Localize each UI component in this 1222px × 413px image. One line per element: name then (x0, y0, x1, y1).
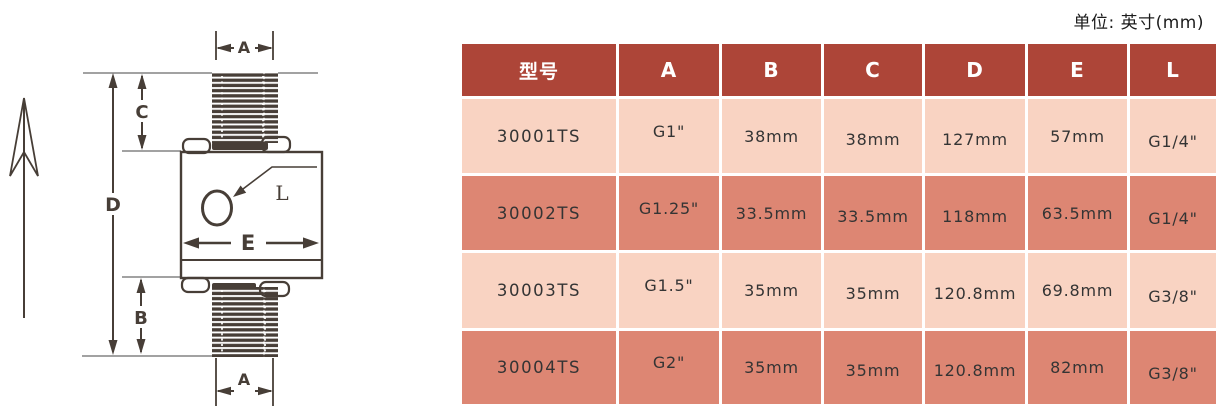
dim-label-c: C (135, 102, 148, 123)
header-c: C (824, 44, 922, 96)
dimension-c: C (131, 74, 153, 150)
table-cell: G1/4" (1130, 99, 1216, 173)
bottom-left-lug (180, 276, 211, 294)
header-l: L (1130, 44, 1216, 96)
dim-label-b: B (134, 308, 148, 329)
table-cell: G1.25" (619, 176, 719, 250)
table-cell: G2" (619, 331, 719, 404)
table-cell: 82mm (1028, 331, 1127, 404)
dimension-a-bottom: A (215, 358, 274, 406)
table-cell: 63.5mm (1028, 176, 1127, 250)
dim-label-a-bottom: A (238, 370, 251, 389)
dimension-b: B (130, 278, 152, 354)
header-a: A (619, 44, 719, 96)
table-cell: 120.8mm (925, 331, 1025, 404)
table-cell: 118mm (925, 176, 1025, 250)
table-cell: G1" (619, 99, 719, 173)
table-cell: G3/8" (1130, 331, 1216, 404)
fitting-body (179, 150, 324, 280)
dim-label-a-top: A (238, 38, 251, 57)
header-d: D (925, 44, 1025, 96)
direction-arrow (9, 97, 39, 318)
bottom-right-lug (258, 280, 291, 298)
dim-label-l: L (275, 181, 288, 205)
table-cell: G1/4" (1130, 176, 1216, 250)
fitting-dimension-diagram: D C B A (9, 31, 324, 406)
table-cell: 35mm (722, 331, 821, 404)
model-cell: 30002TS (462, 176, 616, 250)
port-hole (201, 189, 233, 227)
header-b: B (722, 44, 821, 96)
table-cell: 35mm (824, 331, 922, 404)
model-cell: 30001TS (462, 99, 616, 173)
dimension-a-top: A (215, 31, 274, 60)
spec-table: 型号 A B C D E L 30001TS G1" 38mm 38mm 127mm 57mm G1/4"… (462, 44, 1216, 404)
table-cell: 57mm (1028, 99, 1127, 173)
leader-line-l: L (233, 166, 317, 205)
bottom-thread (212, 283, 278, 357)
header-e: E (1028, 44, 1127, 96)
dimension-e: E (183, 231, 319, 255)
unit-note: 单位: 英寸(mm) (1073, 13, 1204, 33)
dim-label-e: E (241, 231, 255, 255)
table-cell: 33.5mm (722, 176, 821, 250)
dimension-d: D (102, 73, 124, 355)
table-cell: 38mm (722, 99, 821, 173)
table-cell: 38mm (824, 99, 922, 173)
model-cell: 30004TS (462, 331, 616, 404)
table-cell: 127mm (925, 99, 1025, 173)
table-cell: 35mm (722, 253, 821, 328)
table-cell: 35mm (824, 253, 922, 328)
header-model: 型号 (462, 44, 616, 96)
table-cell: 120.8mm (925, 253, 1025, 328)
table-cell: G1.5" (619, 253, 719, 328)
table-cell: 69.8mm (1028, 253, 1127, 328)
table-cell: G3/8" (1130, 253, 1216, 328)
dim-label-d: D (105, 194, 121, 216)
top-thread (212, 73, 278, 150)
table-cell: 33.5mm (824, 176, 922, 250)
model-cell: 30003TS (462, 253, 616, 328)
